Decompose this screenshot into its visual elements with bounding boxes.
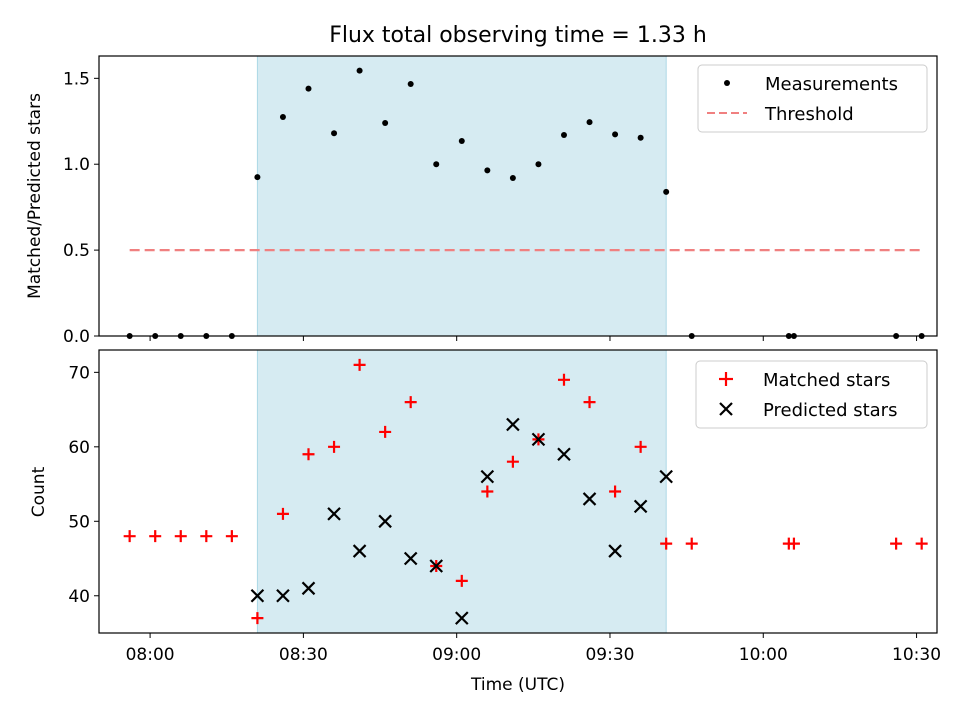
- matched-stars-point: [353, 358, 366, 371]
- top-legend-box: [697, 64, 928, 133]
- matched-stars-point: [890, 537, 903, 550]
- predicted-stars-point: [250, 588, 265, 603]
- predicted-stars-point: [352, 544, 367, 558]
- predicted-stars-point: [531, 432, 546, 447]
- top-axis-ticks: 0.0 0.5 1.0 1.5: [63, 69, 918, 347]
- top-plot-frame: [98, 55, 938, 337]
- predicted-stars-point: [429, 559, 444, 573]
- x-tick-label: 08:30: [279, 645, 328, 665]
- predicted-stars-point: [633, 499, 648, 514]
- legend-label-threshold: Threshold: [764, 104, 854, 125]
- predicted-stars-point: [378, 514, 392, 529]
- chart-title: Flux total observing time = 1.33 h: [329, 23, 707, 48]
- matched-stars-point: [506, 455, 519, 468]
- y-tick-label: 50: [68, 512, 90, 532]
- matched-stars-point: [251, 612, 264, 625]
- matched-stars-point: [455, 574, 468, 587]
- matched-stars-point: [634, 440, 647, 453]
- measurements-point: [586, 119, 593, 126]
- y-tick-label: 40: [68, 587, 90, 607]
- matched-stars-point: [685, 537, 698, 550]
- matched-stars-point: [583, 396, 596, 409]
- legend-marker-measurements: [724, 80, 730, 86]
- matched-stars-point: [200, 530, 213, 543]
- top-plot: Flux total observing time = 1.33 h 0.00.…: [25, 23, 938, 347]
- y-tick-label: 60: [68, 438, 90, 458]
- legend-label-matched-stars: Matched stars: [763, 370, 890, 391]
- y-tick-label: 1.5: [63, 69, 90, 89]
- legend-label-predicted-stars: Predicted stars: [763, 400, 897, 421]
- matched-stars-point: [915, 537, 928, 550]
- legend-marker-predicted-stars: [719, 402, 733, 416]
- top-shaded-span: [256, 55, 667, 337]
- y-tick-label: 1.0: [63, 155, 90, 175]
- bottom-y-axis-label: Count: [29, 466, 49, 517]
- measurements-point: [458, 138, 465, 145]
- measurements-point: [279, 113, 286, 120]
- x-tick-label: 09:00: [432, 645, 481, 665]
- predicted-stars-point: [327, 507, 341, 521]
- bottom-shaded-span: [256, 349, 667, 634]
- matched-stars-point: [609, 485, 622, 498]
- matched-stars-point: [557, 373, 570, 386]
- matched-stars-point: [787, 537, 800, 550]
- x-tick-label: 10:30: [892, 645, 941, 665]
- top-legend: Measurements Threshold: [697, 64, 928, 133]
- matched-stars-point: [481, 485, 494, 498]
- bottom-plot-marks: [123, 358, 928, 625]
- measurements-point: [612, 131, 619, 138]
- y-tick-label: 70: [68, 363, 90, 383]
- predicted-stars-point: [301, 581, 316, 596]
- measurements-point: [535, 161, 542, 168]
- measurements-point: [509, 174, 516, 181]
- measurements-point: [560, 132, 567, 139]
- measurements-point: [382, 119, 389, 126]
- x-tick-label: 09:30: [585, 645, 634, 665]
- y-tick-label: 0.5: [63, 241, 90, 261]
- measurements-point: [254, 174, 261, 181]
- predicted-stars-point: [276, 588, 290, 603]
- measurements-point: [637, 134, 644, 141]
- predicted-stars-point: [455, 611, 469, 625]
- measurements-point: [305, 85, 312, 92]
- matched-stars-point: [328, 440, 341, 453]
- predicted-stars-point: [608, 544, 622, 558]
- matched-stars-point: [225, 530, 238, 543]
- matched-stars-point: [174, 530, 187, 543]
- bottom-plot: 40 50 60 70 08:00 08:30 09:00 09:30 10:00 10:30 C…: [29, 349, 941, 695]
- bottom-plot-frame: [98, 349, 938, 634]
- matched-stars-point: [302, 448, 315, 461]
- predicted-stars-point: [582, 492, 597, 506]
- measurements-point: [433, 161, 440, 168]
- measurements-point: [356, 67, 363, 74]
- predicted-stars-point: [403, 551, 418, 566]
- x-axis-label: Time (UTC): [470, 675, 565, 695]
- predicted-stars-point: [659, 469, 673, 484]
- matched-stars-point: [379, 425, 392, 438]
- legend-marker-matched-stars: [719, 372, 733, 386]
- predicted-stars-point: [506, 417, 520, 432]
- measurements-point: [484, 167, 491, 174]
- matched-stars-point: [404, 396, 417, 409]
- legend-label-measurements: Measurements: [765, 74, 898, 95]
- bottom-legend: Matched stars Predicted stars: [695, 360, 928, 429]
- x-tick-label: 08:00: [126, 645, 175, 665]
- bottom-axis-ticks: 40 50 60 70 08:00 08:30 09:00 09:30 10:00 10:30: [68, 363, 941, 665]
- predicted-stars-point: [557, 447, 571, 462]
- matched-stars-point: [276, 507, 289, 520]
- top-y-axis-label: Matched/Predicted stars: [25, 93, 45, 299]
- x-tick-label: 10:00: [739, 645, 788, 665]
- predicted-stars-point: [480, 469, 495, 484]
- bottom-legend-box: [695, 360, 928, 429]
- y-tick-label: 0.0: [63, 327, 90, 347]
- measurements-point: [331, 130, 338, 137]
- measurements-point: [407, 81, 414, 87]
- matched-stars-point: [149, 530, 162, 543]
- matched-stars-point: [660, 537, 673, 550]
- matched-stars-point: [123, 530, 136, 543]
- top-plot-marks: [126, 67, 925, 339]
- measurements-point: [663, 188, 670, 195]
